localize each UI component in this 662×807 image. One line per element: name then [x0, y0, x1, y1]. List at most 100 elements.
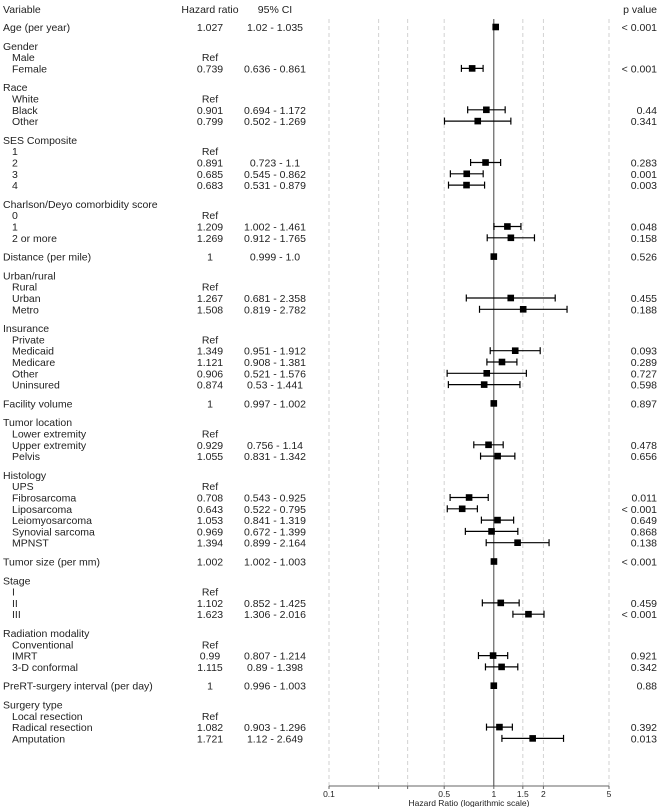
row-label: II: [12, 598, 18, 610]
forest-rows: Age (per year) 1.027 1.02 - 1.035 < 0.001 Ge…: [3, 22, 657, 745]
row-label: 1: [12, 222, 18, 234]
hazard-ratio-value: Ref: [202, 481, 218, 493]
hazard-ratio-value: 1.002: [197, 557, 223, 569]
hazard-ratio-value: 1: [207, 398, 213, 410]
ci-value: 0.89 - 1.398: [247, 662, 303, 674]
row-label: Medicare: [12, 357, 55, 369]
row-label: 3: [12, 169, 18, 181]
ci-value: 0.908 - 1.381: [244, 357, 306, 369]
x-gridlines: [328, 19, 610, 786]
p-value: 0.727: [631, 368, 657, 380]
ci-value: 1.12 - 2.649: [247, 733, 303, 745]
hazard-ratio-value: 1.055: [197, 451, 223, 463]
ci-value: 0.899 - 2.164: [244, 538, 306, 550]
ci-value: 0.903 - 1.296: [244, 722, 306, 734]
p-value: 0.868: [631, 526, 657, 538]
hazard-ratio-value: 1.721: [197, 733, 223, 745]
ci-value: 0.852 - 1.425: [244, 598, 306, 610]
hazard-ratio-value: 1: [207, 252, 213, 264]
hazard-ratio-value: Ref: [202, 429, 218, 441]
ci-value: 0.545 - 0.862: [244, 169, 306, 181]
row-label: Rural: [12, 282, 37, 294]
hazard-ratio-marker: [465, 494, 473, 501]
p-value: 0.289: [631, 357, 657, 369]
p-value: 0.342: [631, 662, 657, 674]
hazard-ratio-value: Ref: [202, 639, 218, 651]
row-label: III: [12, 609, 21, 621]
hazard-ratio-value: 0.643: [197, 504, 223, 516]
p-value: 0.44: [637, 105, 658, 117]
header-variable: Variable: [3, 4, 41, 16]
hazard-ratio-marker: [474, 117, 482, 125]
row-label: Liposarcoma: [12, 504, 72, 516]
row-label: Upper extremity: [12, 440, 87, 452]
row-label: MPNST: [12, 538, 49, 550]
p-value: 0.158: [631, 233, 657, 245]
hazard-ratio-marker: [497, 599, 505, 607]
hazard-ratio-marker: [514, 539, 521, 546]
ci-value: 0.996 - 1.003: [244, 681, 306, 693]
hazard-ratio-value: 0.799: [197, 116, 223, 128]
hazard-ratio-marker: [490, 253, 498, 260]
p-value: 0.048: [631, 222, 657, 234]
hazard-ratio-value: 0.874: [197, 380, 223, 392]
header-hazard-ratio: Hazard ratio: [181, 4, 238, 16]
hazard-ratio-marker: [468, 65, 476, 72]
p-value: 0.001: [631, 169, 657, 181]
p-value: 0.011: [632, 493, 658, 505]
hazard-ratio-marker: [463, 181, 470, 189]
hazard-ratio-marker: [489, 652, 497, 659]
hazard-ratio-value: 0.99: [200, 651, 221, 663]
hazard-ratio-value: 1.102: [197, 598, 223, 610]
ci-value: 0.807 - 1.214: [244, 651, 306, 663]
row-label: Radical resection: [12, 722, 93, 734]
row-label: Surgery type: [3, 700, 63, 712]
p-value: 0.459: [631, 598, 657, 610]
hazard-ratio-marker: [488, 528, 495, 535]
hazard-ratio-marker: [482, 159, 489, 166]
hazard-ratio-marker: [458, 505, 466, 513]
hazard-ratio-marker: [485, 441, 492, 449]
hazard-ratio-marker: [483, 106, 490, 114]
row-label: Female: [12, 63, 47, 75]
p-value: 0.88: [637, 681, 658, 693]
row-label: Facility volume: [3, 398, 73, 410]
p-value: 0.649: [631, 515, 657, 527]
row-label: Insurance: [3, 323, 49, 335]
row-label: Male: [12, 52, 35, 64]
row-label: SES Composite: [3, 135, 77, 147]
hazard-ratio-value: Ref: [202, 282, 218, 294]
row-label: Fibrosarcoma: [12, 493, 76, 505]
x-tick-label: 1: [491, 789, 496, 799]
x-tick-label: 0.1: [323, 789, 335, 799]
hazard-ratio-marker: [490, 400, 498, 407]
hazard-ratio-marker: [507, 294, 515, 302]
hazard-ratio-value: 0.929: [197, 440, 223, 452]
hazard-ratio-value: 1.027: [197, 22, 223, 34]
hazard-ratio-marker: [525, 610, 532, 618]
hazard-ratio-marker: [483, 370, 491, 377]
hazard-ratio-value: 1.121: [197, 357, 223, 369]
hazard-ratio-marker: [507, 234, 515, 242]
row-label: Stage: [3, 575, 31, 587]
hazard-ratio-marker: [494, 452, 501, 460]
ci-value: 0.521 - 1.576: [244, 368, 306, 380]
hazard-ratio-value: Ref: [202, 146, 218, 158]
row-label: Synovial sarcoma: [12, 526, 95, 538]
p-value: 0.003: [631, 180, 657, 192]
hazard-ratio-value: Ref: [202, 94, 218, 106]
p-value: < 0.001: [622, 504, 657, 516]
row-label: Urban/rural: [3, 270, 56, 282]
hazard-ratio-marker: [498, 663, 505, 671]
ci-value: 1.002 - 1.003: [244, 557, 306, 569]
hazard-ratio-value: 0.683: [197, 180, 223, 192]
ci-value: 0.694 - 1.172: [244, 105, 306, 117]
row-label: Urban: [12, 293, 41, 305]
hazard-ratio-value: Ref: [202, 587, 218, 599]
row-label: Private: [12, 334, 45, 346]
hazard-ratio-value: Ref: [202, 210, 218, 222]
header-p-value: p value: [623, 4, 657, 16]
hazard-ratio-value: 1.115: [197, 662, 223, 674]
row-label: Lower extremity: [12, 429, 87, 441]
hazard-ratio-value: 0.969: [197, 526, 223, 538]
